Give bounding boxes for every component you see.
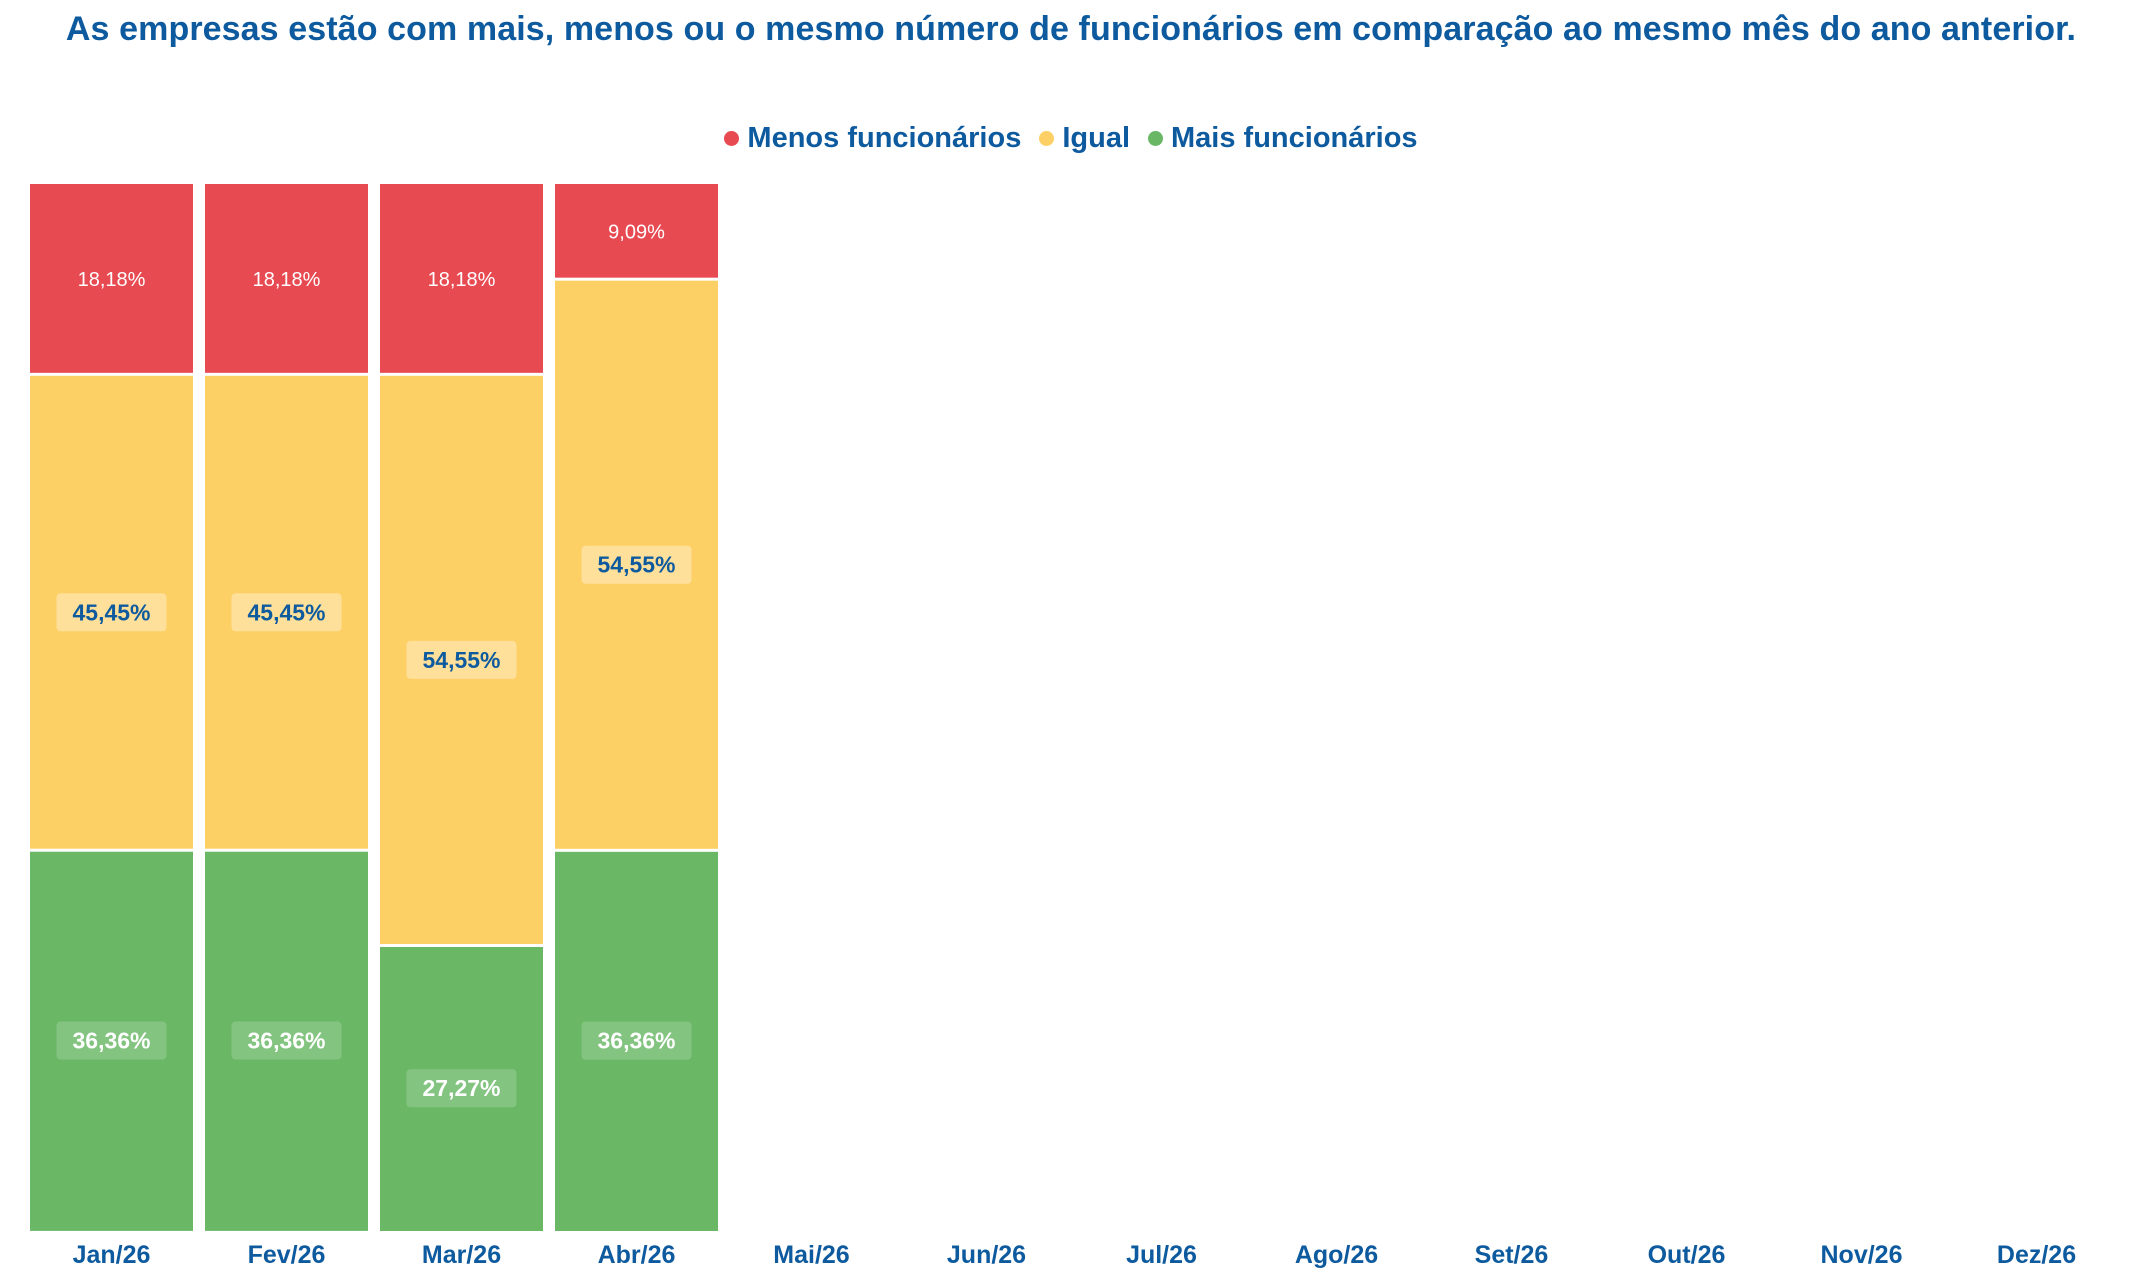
- x-tick-label-nov-26: Nov/26: [1821, 1241, 1903, 1269]
- segment-separator: [30, 372, 193, 376]
- bar-segment-abr-26-1[interactable]: [555, 279, 718, 851]
- legend-item-menos[interactable]: Menos funcionários: [724, 122, 1021, 155]
- x-tick-label-fev-26: Fev/26: [248, 1241, 326, 1269]
- data-label-bg-abr-26-1: [581, 545, 692, 584]
- segment-separator: [380, 372, 543, 376]
- bar-segment-abr-26-0[interactable]: [555, 184, 718, 280]
- data-label-abr-26-0: 9,09%: [608, 222, 665, 244]
- data-label-bg-mar-26-2: [406, 1069, 517, 1108]
- legend-label-mais: Mais funcionários: [1171, 122, 1418, 154]
- bar-segment-mar-26-1[interactable]: [380, 374, 543, 946]
- data-label-mar-26-0: 18,18%: [428, 269, 496, 291]
- x-tick-label-mar-26: Mar/26: [422, 1241, 501, 1269]
- data-label-jan-26-2: 36,36%: [72, 1028, 150, 1054]
- data-label-jan-26-0: 18,18%: [78, 269, 146, 291]
- segment-separator: [205, 372, 368, 376]
- legend: Menos funcionários Igual Mais funcionári…: [0, 122, 2142, 155]
- legend-label-menos: Menos funcionários: [747, 122, 1022, 154]
- bar-segment-jan-26-2[interactable]: [30, 850, 193, 1231]
- bar-segment-fev-26-1[interactable]: [205, 374, 368, 851]
- x-tick-label-jun-26: Jun/26: [947, 1241, 1026, 1269]
- bar-segment-jan-26-1[interactable]: [30, 374, 193, 851]
- bar-segment-fev-26-2[interactable]: [205, 850, 368, 1231]
- legend-label-igual: Igual: [1062, 122, 1131, 154]
- bar-segment-fev-26-0[interactable]: [205, 184, 368, 375]
- x-tick-label-mai-26: Mai/26: [773, 1241, 849, 1269]
- data-label-bg-jan-26-1: [56, 593, 167, 632]
- x-tick-label-out-26: Out/26: [1648, 1241, 1726, 1269]
- x-tick-label-dez-26: Dez/26: [1997, 1241, 2076, 1269]
- data-label-mar-26-1: 54,55%: [422, 647, 500, 673]
- x-tick-label-jul-26: Jul/26: [1126, 1241, 1197, 1269]
- legend-dot-mais: [1148, 131, 1164, 146]
- data-label-bg-abr-26-2: [581, 1021, 692, 1060]
- data-label-mar-26-2: 27,27%: [422, 1075, 500, 1101]
- segment-separator: [205, 848, 368, 852]
- segment-separator: [555, 277, 718, 281]
- legend-item-mais[interactable]: Mais funcionários: [1148, 122, 1418, 155]
- data-label-abr-26-2: 36,36%: [597, 1028, 675, 1054]
- legend-item-igual[interactable]: Igual: [1039, 122, 1130, 155]
- x-tick-label-jan-26: Jan/26: [73, 1241, 151, 1269]
- legend-dot-menos: [724, 131, 740, 146]
- x-tick-label-ago-26: Ago/26: [1295, 1241, 1378, 1269]
- chart-title: As empresas estão com mais, menos ou o m…: [65, 10, 2077, 48]
- data-label-bg-mar-26-1: [406, 640, 517, 679]
- data-label-bg-fev-26-2: [231, 1021, 342, 1060]
- x-tick-label-set-26: Set/26: [1475, 1241, 1549, 1269]
- segment-separator: [380, 943, 543, 947]
- legend-dot-igual: [1039, 131, 1055, 146]
- data-label-fev-26-0: 18,18%: [253, 269, 321, 291]
- data-label-fev-26-1: 45,45%: [247, 599, 325, 625]
- bar-segment-jan-26-0[interactable]: [30, 184, 193, 375]
- x-tick-label-abr-26: Abr/26: [598, 1241, 676, 1269]
- segment-separator: [555, 848, 718, 852]
- data-label-abr-26-1: 54,55%: [597, 552, 675, 578]
- segment-separator: [30, 848, 193, 852]
- bar-segment-mar-26-0[interactable]: [380, 184, 543, 375]
- data-label-fev-26-2: 36,36%: [247, 1028, 325, 1054]
- data-label-bg-fev-26-1: [231, 593, 342, 632]
- data-label-bg-jan-26-2: [56, 1021, 167, 1060]
- bar-segment-mar-26-2[interactable]: [380, 945, 543, 1231]
- bar-segment-abr-26-2[interactable]: [555, 850, 718, 1231]
- data-label-jan-26-1: 45,45%: [72, 599, 150, 625]
